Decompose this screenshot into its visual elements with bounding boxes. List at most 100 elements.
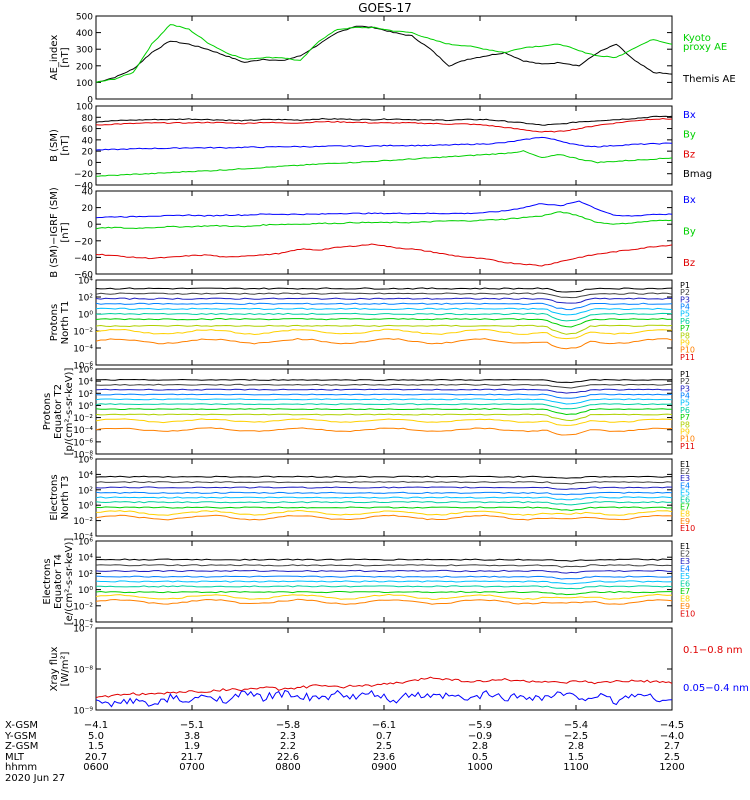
y-axis-label: [nT] [60, 135, 71, 155]
footer-row-label: hhmm [5, 762, 37, 773]
footer-cell: 2.8 [472, 741, 488, 752]
channel-line [96, 506, 672, 512]
legend-item: Bmag [683, 169, 712, 180]
panel-frame [95, 15, 673, 100]
channel-line [96, 413, 672, 422]
legend-item: E1 [680, 542, 690, 551]
y-axis-label: North T3 [60, 476, 71, 520]
channel-line [96, 593, 672, 600]
channel-line [96, 514, 672, 521]
channel-line [96, 388, 672, 394]
y-tick-label: 20 [82, 148, 94, 158]
panel-3: −60 −40 −20 0 20 40 B (SM)−IGRF (SM) [nT] Bx By Bz [49, 187, 696, 280]
channel-line [96, 580, 672, 585]
legend-item: E6 [680, 496, 690, 505]
y-tick-label: 10⁰ [78, 586, 93, 596]
y-tick-label: 10⁻² [73, 602, 93, 612]
channel-line [96, 398, 672, 405]
legend-item: P3 [680, 384, 690, 393]
legend-item: E7 [680, 587, 690, 596]
y-tick-label: 10⁴ [78, 554, 93, 564]
footer-cell: 1.9 [184, 741, 200, 752]
y-tick-label: 10⁻⁸ [73, 451, 93, 461]
legend-item: P6 [680, 317, 690, 326]
footer-cell: −4.1 [84, 720, 108, 731]
footer-cell: 2.2 [280, 741, 296, 752]
legend-item: By [683, 130, 696, 141]
ephemeris-footer: X-GSMY-GSMZ-GSMMLThhmm−4.15.01.520.70600… [4, 720, 685, 784]
y-axis-label: Protons [42, 393, 53, 430]
y-tick-label: 40 [82, 188, 94, 198]
y-tick-label: 0 [87, 159, 93, 169]
series-line [96, 115, 672, 126]
series-line [96, 211, 672, 230]
legend-item: P7 [680, 413, 690, 422]
channel-line [96, 491, 672, 496]
y-tick-label: 10⁶ [78, 456, 93, 466]
legend-item: P11 [680, 353, 695, 362]
y-tick-label: 10⁻⁴ [73, 345, 93, 355]
channel-line [96, 585, 672, 590]
y-tick-label: 10⁶ [78, 366, 93, 376]
y-axis-label: Equator T2 [53, 384, 64, 439]
channel-line [96, 328, 672, 340]
channel-line [96, 418, 672, 426]
panel-5: 10⁻⁸ 10⁻⁶ 10⁻⁴ 10⁻² 10⁰ 10² 10⁴ 10⁶ Protons Equat… [42, 366, 695, 461]
legend-item: P2 [680, 288, 690, 297]
y-tick-label: 10⁰ [78, 402, 93, 412]
y-tick-label: 60 [82, 125, 94, 135]
y-axis-label: North T1 [60, 301, 71, 345]
y-tick-label: 10⁻⁴ [73, 619, 93, 629]
legend-item: Bz [683, 149, 695, 160]
channel-line [96, 509, 672, 516]
channel-line [96, 486, 672, 490]
channel-line [96, 408, 672, 416]
footer-cell: 1200 [659, 762, 684, 773]
y-tick-label: 10² [78, 486, 93, 496]
y-tick-label: 10⁻⁴ [73, 533, 93, 543]
y-axis-label: B (SM) [49, 129, 60, 162]
legend-item: P11 [680, 442, 695, 451]
footer-cell: 0.7 [376, 731, 392, 742]
legend-item: E10 [680, 610, 695, 619]
y-tick-label: 10² [78, 390, 93, 400]
legend-item: E8 [680, 510, 690, 519]
legend-item: E3 [680, 474, 690, 483]
legend-item: E9 [680, 517, 690, 526]
y-tick-label: 10⁰ [78, 311, 93, 321]
legend-item: E4 [680, 481, 690, 490]
y-tick-label: 10⁴ [78, 471, 93, 481]
channel-line [96, 337, 672, 350]
channel-line [96, 590, 672, 596]
footer-row-label: MLT [5, 752, 25, 763]
legend-item: E5 [680, 488, 690, 497]
series-line [96, 200, 672, 219]
footer-row-label: X-GSM [5, 720, 38, 731]
footer-cell: 2.5 [664, 752, 680, 763]
legend-item: P6 [680, 406, 690, 415]
y-tick-label: 10² [78, 570, 93, 580]
legend-item: Themis AE [682, 74, 736, 85]
y-axis-label: AE_index [49, 35, 60, 81]
series-line [96, 676, 672, 699]
channel-line [96, 302, 672, 311]
legend-item: P10 [680, 346, 695, 355]
channel-line [96, 403, 672, 410]
legend-item: P4 [680, 303, 690, 312]
legend-item: P7 [680, 324, 690, 333]
y-tick-label: 10⁰ [78, 502, 93, 512]
y-axis-label: Equator T4 [53, 554, 64, 609]
footer-cell: −6.1 [372, 720, 396, 731]
y-axis-label: [nT] [60, 222, 71, 242]
channel-line [96, 475, 672, 479]
legend-item: P8 [680, 331, 690, 340]
legend-item: E7 [680, 503, 690, 512]
legend-item: P8 [680, 420, 690, 429]
channel-line [96, 292, 672, 299]
footer-cell: −0.9 [468, 731, 492, 742]
y-tick-label: 10⁻² [73, 414, 93, 424]
footer-cell: −5.9 [468, 720, 492, 731]
